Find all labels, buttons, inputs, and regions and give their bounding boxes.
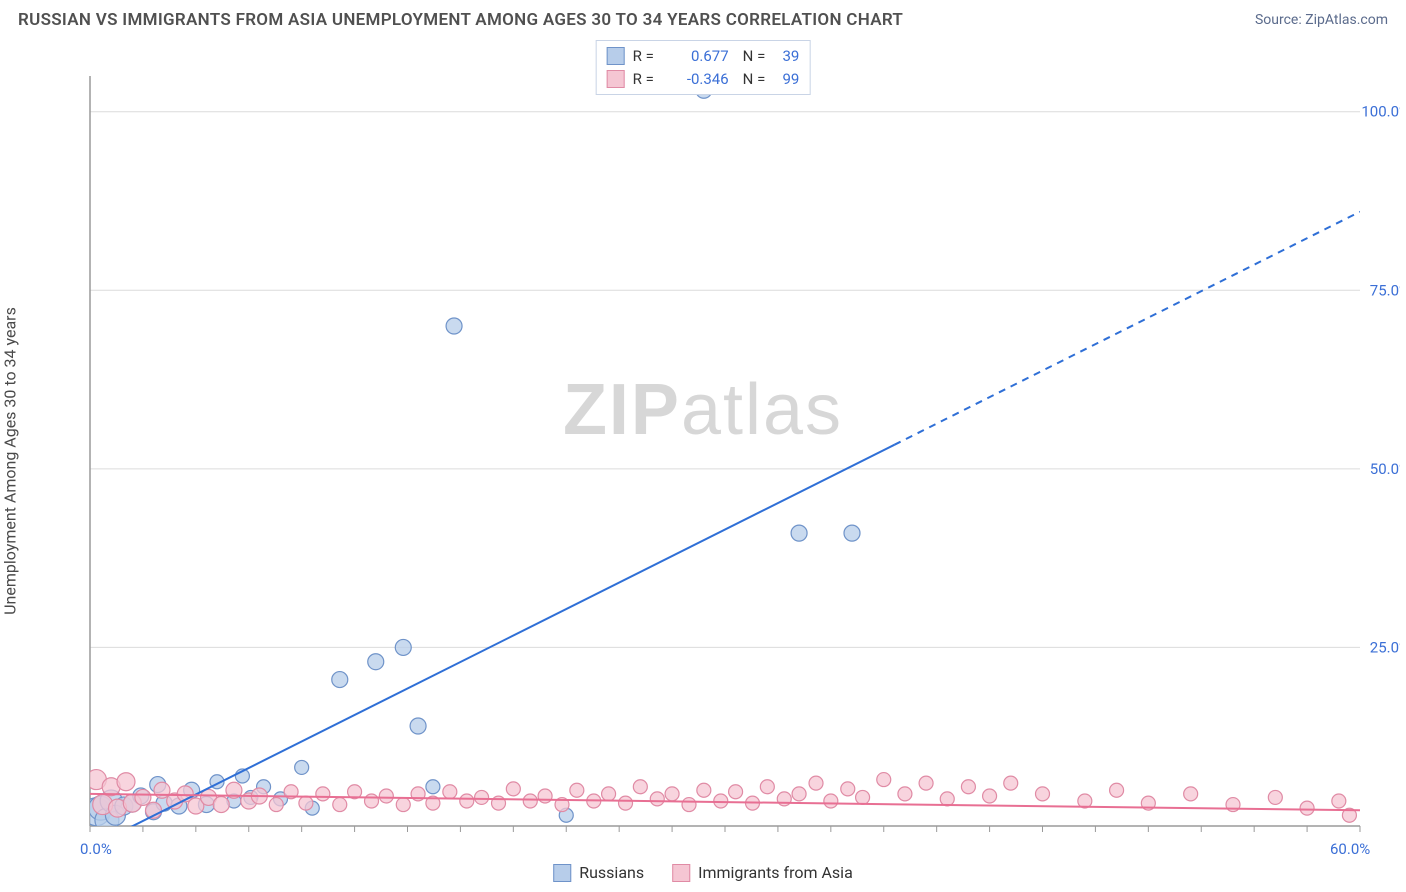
svg-text:25.0%: 25.0% xyxy=(1370,638,1400,656)
r-label: R = xyxy=(633,68,661,91)
correlation-row-immigrants: R = -0.346 N = 99 xyxy=(607,68,800,91)
n-label: N = xyxy=(743,68,766,91)
chart-title: RUSSIAN VS IMMIGRANTS FROM ASIA UNEMPLOY… xyxy=(18,10,903,30)
legend-item-russians: Russians xyxy=(553,863,644,882)
r-value-russians: 0.677 xyxy=(669,45,729,68)
correlation-row-russians: R = 0.677 N = 39 xyxy=(607,45,800,68)
r-value-immigrants: -0.346 xyxy=(669,68,729,91)
legend-label-immigrants: Immigrants from Asia xyxy=(698,863,853,882)
svg-text:50.0%: 50.0% xyxy=(1370,460,1400,478)
swatch-immigrants xyxy=(607,70,625,88)
n-label: N = xyxy=(743,45,766,68)
r-label: R = xyxy=(633,45,661,68)
series-legend: Russians Immigrants from Asia xyxy=(553,863,853,882)
chart-area: Unemployment Among Ages 30 to 34 years Z… xyxy=(0,36,1406,886)
n-value-russians: 39 xyxy=(773,45,799,68)
legend-item-immigrants: Immigrants from Asia xyxy=(672,863,853,882)
x-axis-min-label: 0.0% xyxy=(80,840,112,858)
n-value-immigrants: 99 xyxy=(773,68,799,91)
svg-text:100.0%: 100.0% xyxy=(1361,103,1400,121)
y-axis-label: Unemployment Among Ages 30 to 34 years xyxy=(1,307,20,615)
legend-label-russians: Russians xyxy=(579,863,644,882)
swatch-russians xyxy=(607,47,625,65)
legend-swatch-immigrants xyxy=(672,864,690,882)
svg-text:75.0%: 75.0% xyxy=(1370,281,1400,299)
source-name: ZipAtlas.com xyxy=(1305,12,1388,28)
legend-swatch-russians xyxy=(553,864,571,882)
correlation-legend: R = 0.677 N = 39 R = -0.346 N = 99 xyxy=(596,40,811,95)
chart-header: RUSSIAN VS IMMIGRANTS FROM ASIA UNEMPLOY… xyxy=(0,0,1406,36)
scatter-plot: 25.0% 50.0% 75.0% 100.0% xyxy=(40,36,1400,866)
source-prefix: Source: xyxy=(1255,12,1305,28)
x-axis-max-label: 60.0% xyxy=(1330,840,1370,858)
chart-source: Source: ZipAtlas.com xyxy=(1255,12,1388,28)
